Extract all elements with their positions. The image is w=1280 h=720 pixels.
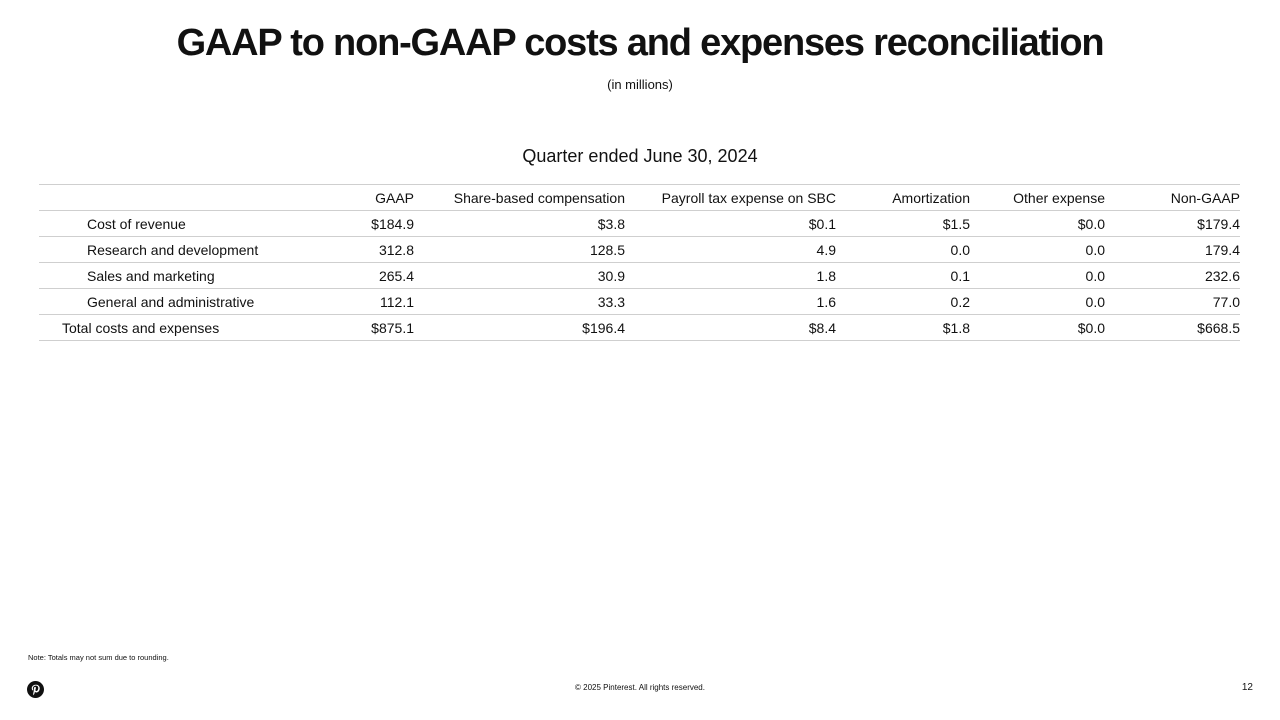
cell-payroll-tax: $0.1 [625,210,836,237]
column-header-amortization: Amortization [836,184,970,211]
cell-gaap: 265.4 [335,262,414,289]
cell-payroll-tax: 1.8 [625,262,836,289]
column-header-gaap: GAAP [335,184,414,211]
column-header-non-gaap: Non-GAAP [1105,184,1240,211]
cell-amortization: 0.0 [836,236,970,263]
units-subtitle: (in millions) [607,77,673,92]
row-label: General and administrative [39,288,335,315]
cell-amortization: $1.8 [836,314,970,341]
copyright-text: © 2025 Pinterest. All rights reserved. [575,683,705,692]
cell-non-gaap: 179.4 [1105,236,1240,263]
column-header-payroll-tax: Payroll tax expense on SBC [625,184,836,211]
cell-sbc: 33.3 [414,288,625,315]
row-label: Research and development [39,236,335,263]
table-total-row: Total costs and expenses $875.1 $196.4 $… [39,314,1240,341]
table-row: General and administrative 112.1 33.3 1.… [39,288,1240,315]
cell-sbc: $3.8 [414,210,625,237]
column-header-other-expense: Other expense [970,184,1105,211]
cell-other-expense: 0.0 [970,236,1105,263]
cell-other-expense: $0.0 [970,210,1105,237]
reconciliation-table: GAAP Share-based compensation Payroll ta… [39,184,1240,341]
cell-non-gaap: $179.4 [1105,210,1240,237]
column-header-sbc: Share-based compensation [414,184,625,211]
cell-amortization: $1.5 [836,210,970,237]
table-row: Cost of revenue $184.9 $3.8 $0.1 $1.5 $0… [39,210,1240,237]
cell-other-expense: 0.0 [970,262,1105,289]
cell-non-gaap: 232.6 [1105,262,1240,289]
column-header-label [39,184,335,211]
period-heading: Quarter ended June 30, 2024 [522,146,758,166]
cell-non-gaap: $668.5 [1105,314,1240,341]
page-number: 12 [1241,682,1253,693]
cell-sbc: $196.4 [414,314,625,341]
cell-payroll-tax: 1.6 [625,288,836,315]
cell-gaap: $875.1 [335,314,414,341]
cell-payroll-tax: 4.9 [625,236,836,263]
cell-amortization: 0.2 [836,288,970,315]
cell-other-expense: 0.0 [970,288,1105,315]
cell-gaap: $184.9 [335,210,414,237]
row-label: Total costs and expenses [39,314,335,341]
cell-non-gaap: 77.0 [1105,288,1240,315]
row-label: Cost of revenue [39,210,335,237]
table-row: Sales and marketing 265.4 30.9 1.8 0.1 0… [39,262,1240,289]
slide-title: GAAP to non-GAAP costs and expenses reco… [176,22,1105,64]
cell-gaap: 312.8 [335,236,414,263]
cell-gaap: 112.1 [335,288,414,315]
table-header-row: GAAP Share-based compensation Payroll ta… [39,184,1240,211]
cell-other-expense: $0.0 [970,314,1105,341]
cell-amortization: 0.1 [836,262,970,289]
pinterest-logo-icon [27,681,44,698]
rounding-note: Note: Totals may not sum due to rounding… [28,653,169,662]
cell-payroll-tax: $8.4 [625,314,836,341]
table-row: Research and development 312.8 128.5 4.9… [39,236,1240,263]
row-label: Sales and marketing [39,262,335,289]
cell-sbc: 30.9 [414,262,625,289]
cell-sbc: 128.5 [414,236,625,263]
